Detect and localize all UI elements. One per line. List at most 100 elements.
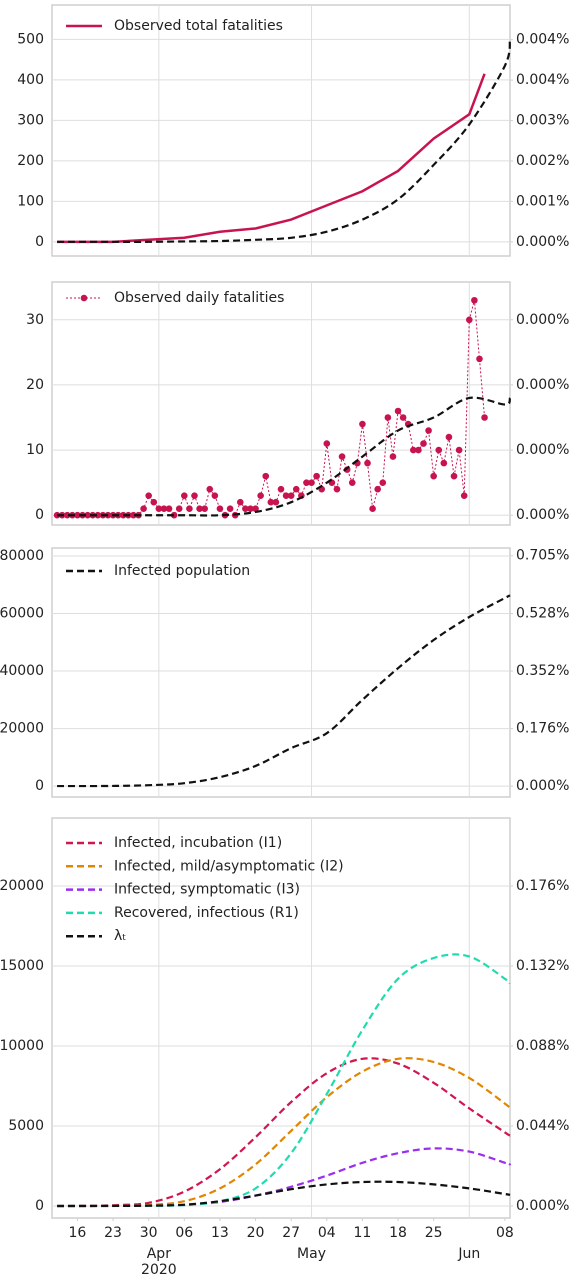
data-point: [303, 479, 310, 486]
data-point: [420, 440, 427, 447]
data-point: [196, 505, 203, 513]
data-point: [150, 498, 158, 506]
x-tick-label: 06: [175, 1225, 193, 1241]
series-line: [57, 1180, 511, 1208]
data-point: [170, 511, 178, 519]
y2-tick-label: 0.003%: [516, 113, 569, 129]
y-tick-label: 20000: [0, 721, 44, 737]
data-point: [84, 511, 91, 519]
data-point: [348, 479, 356, 486]
legend-label: Infected population: [114, 563, 250, 579]
data-point: [374, 485, 381, 493]
y-tick-label: 10: [26, 442, 44, 458]
y-tick-label: 300: [17, 112, 44, 128]
y2-tick-label: 0.528%: [516, 606, 569, 622]
data-point: [440, 459, 448, 467]
data-point: [389, 453, 397, 460]
data-point: [287, 492, 295, 499]
y-tick-label: 5000: [8, 1118, 44, 1134]
data-point: [445, 433, 453, 441]
y2-tick-label: 0.088%: [516, 1038, 569, 1054]
data-point: [201, 505, 208, 513]
y-tick-label: 15000: [0, 958, 44, 974]
data-point: [165, 505, 173, 513]
x-tick-label: 13: [211, 1225, 229, 1241]
series-line: [57, 39, 512, 243]
data-point: [155, 505, 163, 513]
y2-tick-label: 0.004%: [516, 72, 569, 88]
data-point: [74, 511, 81, 519]
data-point: [465, 316, 473, 324]
y2-tick-label: 0.352%: [516, 663, 569, 679]
y2-tick-label: 0.000%: [516, 234, 569, 250]
data-point: [191, 492, 198, 499]
y2-tick-label: 0.000%: [516, 442, 569, 458]
y-tick-label: 400: [17, 72, 44, 88]
y-tick-label: 40000: [0, 663, 44, 679]
data-point: [145, 492, 152, 499]
y2-tick-label: 0.000%: [516, 377, 569, 393]
data-point: [313, 472, 320, 480]
x-tick-label: 30: [140, 1225, 158, 1241]
data-point: [94, 511, 102, 519]
plot-frame: [51, 4, 511, 257]
legend-label: Observed daily fatalities: [114, 290, 284, 306]
y2-tick-label: 0.002%: [516, 153, 569, 169]
data-point: [206, 485, 214, 493]
series-line: [57, 396, 512, 517]
data-point: [308, 479, 315, 486]
data-point: [63, 511, 71, 519]
data-point: [267, 498, 275, 506]
data-point: [160, 505, 168, 513]
data-point: [242, 505, 249, 513]
x-tick-label: 11: [354, 1225, 372, 1241]
data-point: [257, 492, 264, 499]
x-major-label: Jun: [457, 1246, 480, 1262]
y-tick-label: 10000: [0, 1038, 44, 1054]
y-tick-label: 20000: [0, 878, 44, 894]
x-tick-label: 20: [247, 1225, 265, 1241]
data-point: [394, 407, 402, 415]
legend: Infected, incubation (I1) Infected, mild/…: [66, 835, 344, 944]
plot-frame: [51, 547, 511, 798]
data-point: [460, 492, 468, 499]
x-tick-label: 04: [318, 1225, 336, 1241]
data-point: [181, 492, 188, 499]
y2-tick-label: 0.004%: [516, 32, 569, 48]
y2-tick-label: 0.000%: [516, 778, 569, 794]
y-tick-label: 0: [35, 234, 44, 250]
data-point: [415, 446, 422, 454]
y-tick-label: 500: [17, 31, 44, 47]
y-tick-label: 200: [17, 153, 44, 169]
data-point: [476, 355, 483, 363]
data-point: [410, 446, 417, 454]
y2-tick-label: 0.176%: [516, 878, 569, 894]
data-point: [425, 427, 432, 434]
data-point: [455, 446, 463, 454]
x-tick-label: 27: [282, 1225, 300, 1241]
legend: Observed total fatalities: [66, 18, 283, 34]
data-point: [435, 446, 443, 454]
y-tick-label: 100: [17, 193, 44, 209]
legend-label: λₜ: [114, 928, 126, 944]
data-point: [450, 472, 458, 480]
x-tick-label: 25: [425, 1225, 443, 1241]
legend-label: Observed total fatalities: [114, 18, 283, 34]
series-line: [57, 594, 511, 788]
data-point: [272, 498, 280, 506]
legend-marker: [80, 294, 88, 302]
x-tick-label: 16: [69, 1225, 87, 1241]
data-point: [359, 420, 366, 428]
data-point: [369, 505, 376, 513]
plot-frame: [51, 817, 511, 1219]
y2-tick-label: 0.176%: [516, 721, 569, 737]
legend: Infected population: [66, 563, 250, 579]
data-point: [186, 505, 193, 513]
data-point: [323, 440, 331, 447]
y2-tick-label: 0.001%: [516, 193, 569, 209]
y2-tick-label: 0.000%: [516, 312, 569, 328]
y-tick-label: 80000: [0, 548, 44, 564]
legend: Observed daily fatalities: [66, 290, 284, 306]
x-major-label: Apr: [147, 1246, 171, 1262]
